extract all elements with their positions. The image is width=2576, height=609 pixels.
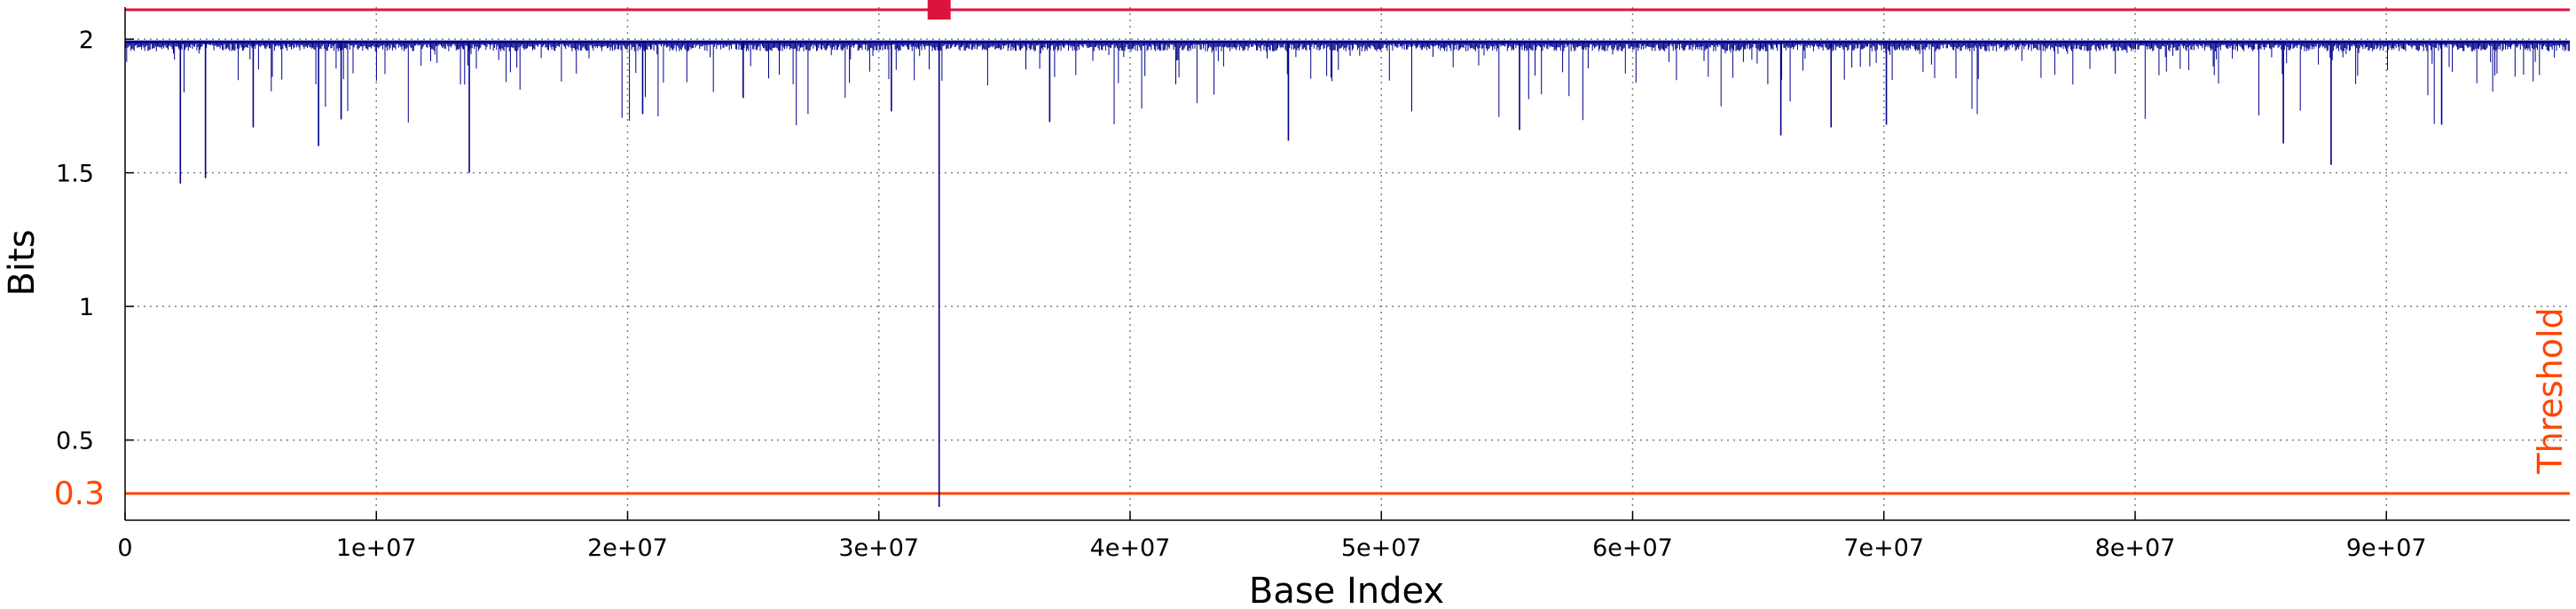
- tick-labels: 0 1e+07 2e+07 3e+07 4e+07 5e+07 6e+07 7e+07 8e+0…: [54, 27, 2570, 562]
- x-tick-label: 6e+07: [1592, 534, 1673, 562]
- y-axis-label: Bits: [2, 229, 43, 296]
- reference-lines: [125, 8, 2570, 495]
- x-tick-label: 0: [117, 534, 132, 562]
- threshold-value-label: 0.3: [54, 476, 105, 512]
- x-tick-label: 4e+07: [1090, 534, 1171, 562]
- x-tick-label: 5e+07: [1341, 534, 1422, 562]
- y-tick-label: 1: [79, 294, 94, 321]
- y-tick-label: 0.5: [56, 428, 94, 455]
- x-tick-label: 8e+07: [2095, 534, 2176, 562]
- x-tick-label: 3e+07: [838, 534, 919, 562]
- x-axis-label: Base Index: [1249, 571, 1444, 609]
- threshold-name-label: Threshold: [2531, 307, 2570, 474]
- y-tick-label: 2: [79, 27, 94, 54]
- x-tick-label: 7e+07: [1843, 534, 1924, 562]
- x-tick-label: 2e+07: [587, 534, 668, 562]
- axes: [124, 7, 2570, 521]
- x-tick-label: 9e+07: [2346, 534, 2427, 562]
- series-line: [125, 0, 2570, 507]
- series-marker: [927, 0, 951, 20]
- y-tick-label: 1.5: [56, 161, 94, 188]
- grid: [125, 7, 2570, 520]
- x-tick-label: 1e+07: [336, 534, 417, 562]
